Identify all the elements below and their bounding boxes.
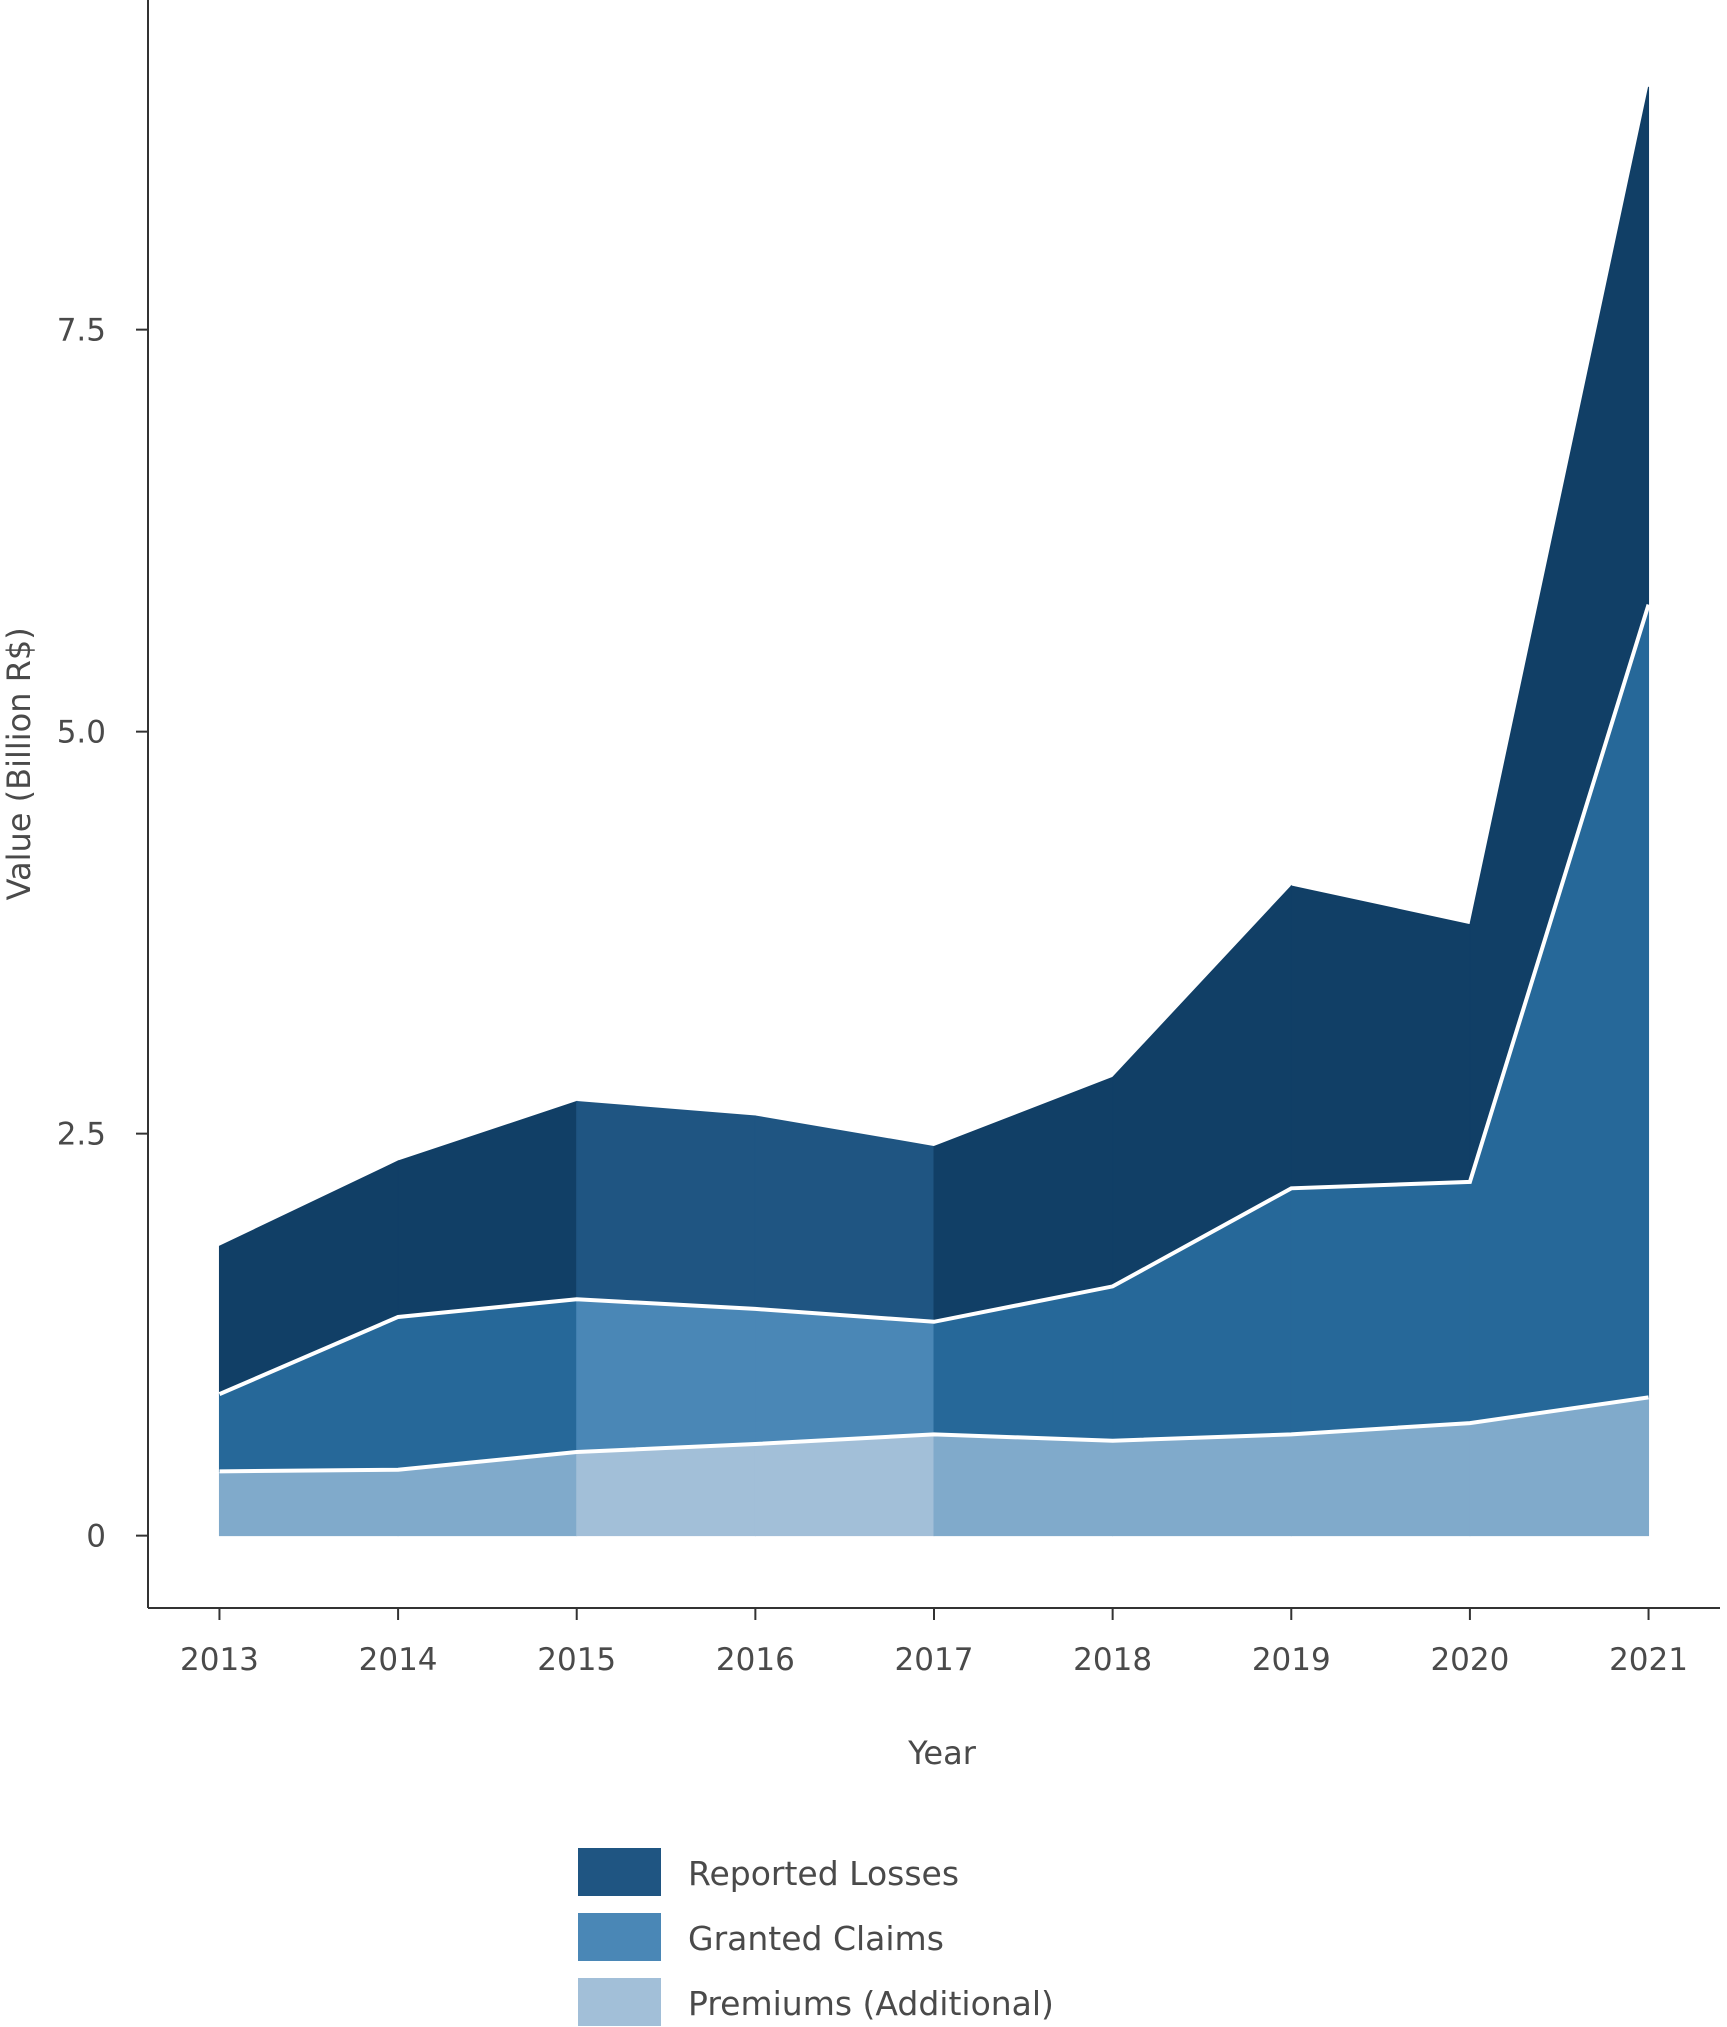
- area-segment-premiums-additional--2017: [933, 1433, 1114, 1537]
- legend-label-granted-claims: Granted Claims: [688, 1919, 944, 1958]
- legend-label-premiums-additional-: Premiums (Additional): [688, 1984, 1054, 2023]
- x-tick-label: 2020: [1430, 1642, 1509, 1678]
- x-tick-label: 2016: [716, 1642, 795, 1678]
- legend-swatch-granted-claims: [578, 1913, 661, 1961]
- x-tick-label: 2013: [180, 1642, 259, 1678]
- x-tick-label: 2019: [1252, 1642, 1331, 1678]
- legend-swatch-reported-losses: [578, 1848, 661, 1896]
- area-layer: [218, 86, 1650, 1537]
- x-tick-label: 2021: [1609, 1642, 1688, 1678]
- y-axis-title: Value (Billion R$): [0, 627, 38, 900]
- y-axis-ticks: 0 2.5 5.0 7.5: [57, 313, 148, 1555]
- area-segment-granted-claims-2019: [1290, 1181, 1471, 1435]
- y-tick-label: 2.5: [57, 1117, 106, 1153]
- x-tick-label: 2018: [1073, 1642, 1152, 1678]
- x-tick-label: 2015: [537, 1642, 616, 1678]
- area-segment-premiums-additional--2013: [218, 1469, 399, 1537]
- area-segment-premiums-additional--2018: [1112, 1433, 1292, 1537]
- boundary-lines: [218, 604, 1651, 1474]
- area-segment-reported-losses-2019: [1290, 885, 1471, 1189]
- area-segment-premiums-additional--2016: [754, 1433, 935, 1537]
- y-tick-label: 0: [86, 1519, 106, 1555]
- area-segment-premiums-additional--2015: [576, 1443, 756, 1537]
- legend: Reported Losses Granted Claims Premiums (A…: [578, 1848, 1054, 2026]
- area-segment-reported-losses-2015: [576, 1100, 756, 1310]
- x-axis-title: Year: [907, 1734, 977, 1772]
- area-segment-reported-losses-2020: [1469, 86, 1650, 1183]
- x-axis-ticks: 2013 2014 2015 2016 2017 2018 2019 2020 2021: [180, 1608, 1688, 1678]
- area-segment-granted-claims-2016: [754, 1308, 935, 1445]
- y-tick-label: 7.5: [57, 313, 106, 349]
- boundary-line-premiums-additional-: [219, 1395, 1649, 1474]
- legend-swatch-premiums-additional-: [578, 1978, 661, 2026]
- y-tick-label: 5.0: [57, 715, 106, 751]
- area-segment-granted-claims-2015: [576, 1298, 756, 1453]
- area-segment-reported-losses-2014: [397, 1100, 578, 1318]
- area-segment-reported-losses-2017: [933, 1076, 1114, 1323]
- legend-label-reported-losses: Reported Losses: [688, 1854, 959, 1893]
- area-segment-reported-losses-2016: [754, 1115, 935, 1323]
- area-segment-premiums-additional--2019: [1290, 1422, 1471, 1537]
- x-tick-label: 2014: [359, 1642, 438, 1678]
- boundary-line-granted-claims: [218, 604, 1651, 1396]
- x-tick-label: 2017: [895, 1642, 974, 1678]
- area-segment-granted-claims-2014: [397, 1298, 578, 1471]
